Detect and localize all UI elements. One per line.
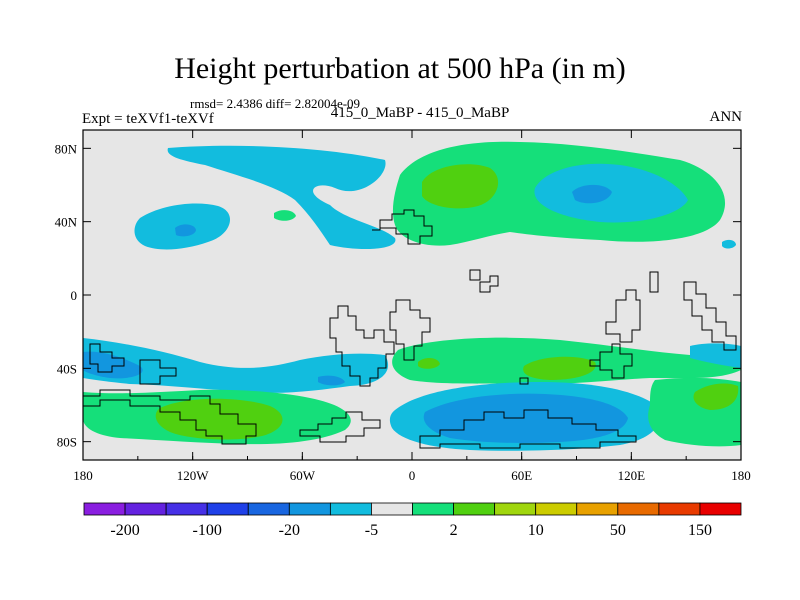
contour-blue-siberia bbox=[572, 184, 612, 204]
coastline-fragment-east-small bbox=[649, 271, 659, 293]
coastline-antarctica-peninsula bbox=[299, 411, 381, 443]
colorbar-swatch bbox=[83, 502, 126, 516]
contour-lightgreen-southern-ocean-far-east bbox=[693, 383, 739, 410]
coastline-asia-east bbox=[605, 289, 641, 343]
colorbar-swatch bbox=[329, 502, 372, 516]
y-tick-label: 40S bbox=[57, 361, 77, 376]
season-label: ANN bbox=[709, 109, 743, 125]
coastline-south-america bbox=[329, 305, 395, 387]
y-tick-label: 80N bbox=[55, 141, 78, 156]
colorbar: -200 -100 -20 -5 2 10 50 150 bbox=[83, 502, 742, 539]
contour-blue-southern-ocean-east bbox=[423, 393, 628, 443]
coastline-pacific-west-2 bbox=[139, 359, 177, 385]
contour-blue-small-south bbox=[318, 375, 345, 386]
colorbar-swatch bbox=[165, 502, 208, 516]
x-tick-label: 180 bbox=[731, 468, 751, 483]
case-label: 415_0_MaBP - 415_0_MaBP bbox=[330, 105, 510, 121]
axis-ticks: 180 120W 60W 0 60E 120E 180 80N 40N 0 40S 80S bbox=[55, 130, 751, 483]
contour-cyan-south-pacific bbox=[83, 338, 389, 393]
coastline-south-pacific-island-1 bbox=[519, 377, 529, 385]
coastline-antarctica bbox=[83, 389, 257, 445]
contour-lightgreen-eurasia bbox=[422, 164, 499, 209]
contour-lightgreen-south-2 bbox=[523, 356, 596, 380]
colorbar-label: 10 bbox=[528, 522, 544, 539]
x-tick-label: 0 bbox=[409, 468, 416, 483]
contour-fields bbox=[83, 141, 741, 451]
colorbar-label: -5 bbox=[365, 522, 378, 539]
y-tick-label: 40N bbox=[55, 215, 78, 230]
coastline-antarctica-east bbox=[419, 409, 637, 449]
coastline-pacific-west bbox=[89, 343, 125, 373]
coastlines bbox=[83, 209, 737, 449]
colorbar-label: 150 bbox=[688, 522, 712, 539]
colorbar-swatch bbox=[576, 502, 619, 516]
x-tick-label: 180 bbox=[73, 468, 93, 483]
colorbar-swatch bbox=[288, 502, 331, 516]
coastline-indian-region bbox=[599, 343, 633, 379]
contour-lightgreen-southern-ocean-west bbox=[155, 398, 283, 440]
colorbar-swatch bbox=[124, 502, 167, 516]
colorbar-label: 50 bbox=[610, 522, 626, 539]
contour-cyan-small-east bbox=[722, 239, 736, 249]
x-tick-label: 60E bbox=[511, 468, 532, 483]
contour-lightgreen-south-1 bbox=[418, 358, 440, 369]
colorbar-swatch bbox=[371, 502, 413, 516]
contour-cyan-north-pacific bbox=[167, 145, 396, 250]
x-tick-label: 60W bbox=[290, 468, 316, 483]
y-tick-label: 0 bbox=[71, 288, 78, 303]
coastline-fragment-north-1 bbox=[479, 275, 499, 293]
colorbar-swatch bbox=[206, 502, 249, 516]
colorbar-swatch bbox=[412, 502, 454, 516]
colorbar-label: -20 bbox=[279, 522, 300, 539]
colorbar-label: 2 bbox=[450, 522, 458, 539]
chart-title: Height perturbation at 500 hPa (in m) bbox=[174, 52, 626, 85]
x-tick-label: 120E bbox=[618, 468, 646, 483]
colorbar-swatch bbox=[699, 502, 742, 516]
contour-green-small-north bbox=[274, 210, 296, 221]
coastline-north-america-fragment bbox=[372, 209, 433, 245]
experiment-label: Expt = teXVf1-teXVf bbox=[82, 111, 214, 127]
colorbar-label: -100 bbox=[193, 522, 222, 539]
y-tick-label: 80S bbox=[57, 435, 77, 450]
colorbar-swatch bbox=[494, 502, 537, 516]
coastline-small-island-north bbox=[469, 269, 481, 281]
contour-blue-spot-north bbox=[175, 224, 196, 237]
colorbar-label: -200 bbox=[110, 522, 139, 539]
colorbar-swatch bbox=[658, 502, 701, 516]
colorbar-swatch bbox=[247, 502, 290, 516]
stats-text: rmsd= 2.4386 diff= 2.82004e-09 bbox=[190, 96, 361, 111]
coastline-africa bbox=[389, 299, 431, 361]
colorbar-swatch bbox=[453, 502, 496, 516]
colorbar-swatch bbox=[535, 502, 578, 516]
colorbar-swatch bbox=[617, 502, 660, 516]
x-tick-label: 120W bbox=[177, 468, 210, 483]
coastline-south-pacific-island-2 bbox=[589, 359, 601, 367]
coastline-pacific-east bbox=[683, 281, 737, 351]
